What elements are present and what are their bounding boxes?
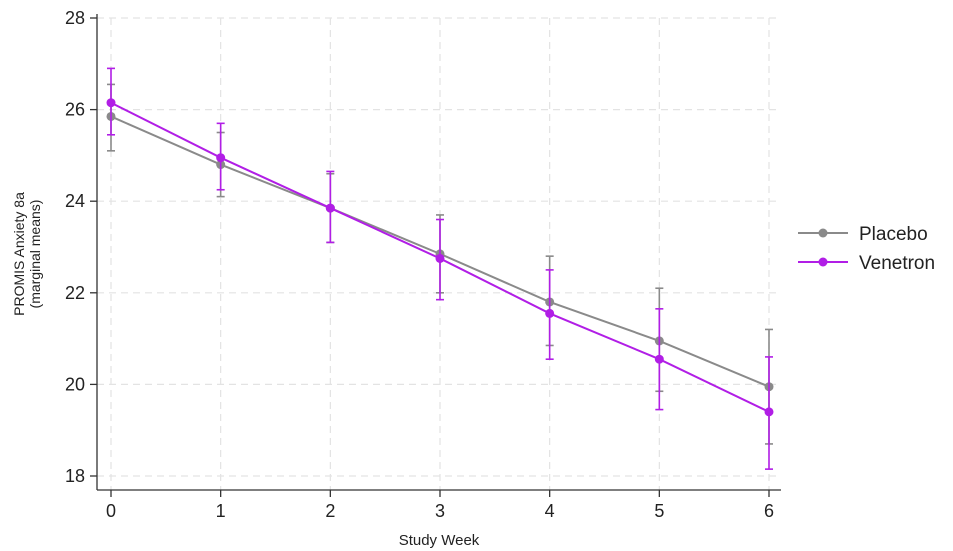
x-tick-label-3: 3: [435, 501, 445, 521]
x-tick-label-6: 6: [764, 501, 774, 521]
y-tick-label-22: 22: [65, 283, 85, 303]
data-point-venetron-1: [216, 153, 226, 163]
legend-item-venetron: Venetron: [798, 253, 935, 274]
x-tick-label-1: 1: [216, 501, 226, 521]
data-point-venetron-3: [435, 253, 445, 263]
x-tick-label-2: 2: [325, 501, 335, 521]
data-point-venetron-2: [325, 203, 335, 213]
legend-swatch-marker-placebo: [818, 228, 828, 238]
data-point-venetron-5: [654, 354, 664, 364]
legend-label-placebo: Placebo: [859, 224, 928, 245]
data-point-venetron-6: [764, 407, 774, 417]
legend: Placebo Venetron: [798, 224, 935, 274]
y-tick-label-20: 20: [65, 374, 85, 394]
y-tick-label-18: 18: [65, 466, 85, 486]
data-point-venetron-4: [545, 308, 555, 318]
grid-layer: [97, 17, 781, 490]
y-axis-title: PROMIS Anxiety 8a: [11, 192, 27, 316]
x-tick-label-4: 4: [545, 501, 555, 521]
series-layer: [106, 67, 774, 470]
axis-layer: 18 20 22 24 26 28 0 1 2 3 4 5 6 Study Week PROMIS Anxi…: [11, 8, 781, 549]
x-axis-title: Study Week: [399, 532, 480, 549]
legend-swatch-marker-venetron: [818, 257, 828, 267]
data-point-venetron-0: [106, 98, 116, 108]
y-tick-label-26: 26: [65, 100, 85, 120]
legend-label-venetron: Venetron: [859, 253, 935, 274]
y-axis-subtitle: (marginal means): [27, 200, 43, 309]
legend-item-placebo: Placebo: [798, 224, 928, 245]
y-tick-label-28: 28: [65, 8, 85, 28]
y-tick-label-24: 24: [65, 191, 85, 211]
series-venetron: [106, 67, 774, 470]
x-tick-label-0: 0: [106, 501, 116, 521]
x-tick-label-5: 5: [654, 501, 664, 521]
